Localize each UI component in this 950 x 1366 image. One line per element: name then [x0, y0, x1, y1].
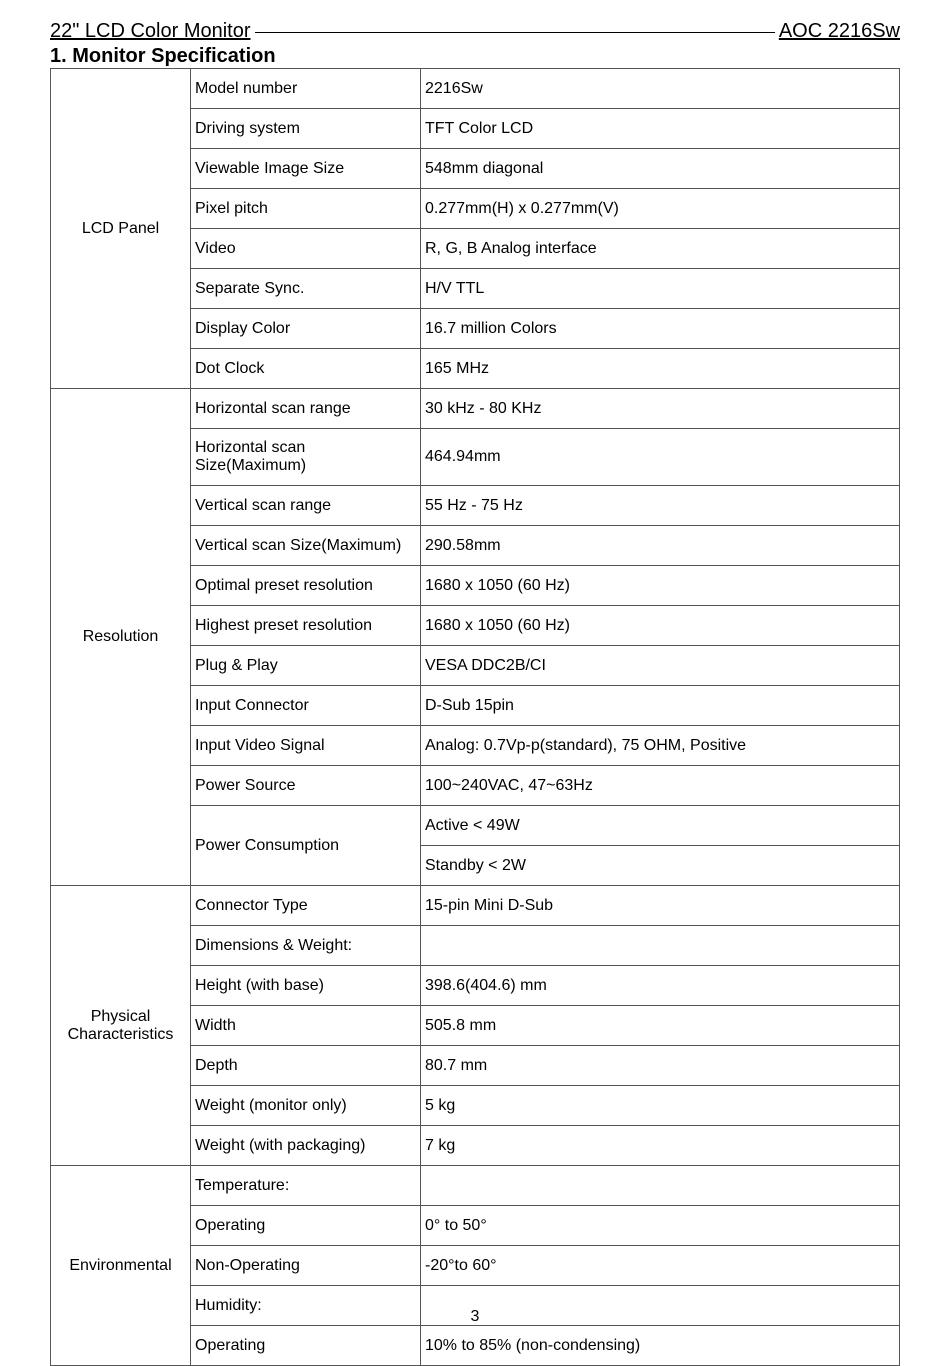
spec-value: 1680 x 1050 (60 Hz) — [421, 566, 900, 606]
spec-value: 398.6(404.6) mm — [421, 966, 900, 1006]
spec-value: 2216Sw — [421, 69, 900, 109]
spec-value: 548mm diagonal — [421, 149, 900, 189]
table-row: EnvironmentalTemperature: — [51, 1166, 900, 1206]
spec-value: 80.7 mm — [421, 1046, 900, 1086]
header-right: AOC 2216Sw — [779, 20, 900, 43]
spec-label: Power Source — [191, 766, 421, 806]
spec-label: Power Consumption — [191, 806, 421, 886]
table-row: ResolutionHorizontal scan range30 kHz - … — [51, 389, 900, 429]
spec-value: VESA DDC2B/CI — [421, 646, 900, 686]
spec-value: Standby < 2W — [421, 846, 900, 886]
spec-label: Operating — [191, 1206, 421, 1246]
spec-value: TFT Color LCD — [421, 109, 900, 149]
spec-value: H/V TTL — [421, 269, 900, 309]
spec-label: Optimal preset resolution — [191, 566, 421, 606]
spec-value: D-Sub 15pin — [421, 686, 900, 726]
spec-value: 55 Hz - 75 Hz — [421, 486, 900, 526]
spec-value: 5 kg — [421, 1086, 900, 1126]
spec-value — [421, 1166, 900, 1206]
spec-value: R, G, B Analog interface — [421, 229, 900, 269]
spec-value: 0° to 50° — [421, 1206, 900, 1246]
spec-label: Vertical scan range — [191, 486, 421, 526]
spec-label: Driving system — [191, 109, 421, 149]
spec-value: 0.277mm(H) x 0.277mm(V) — [421, 189, 900, 229]
spec-value: 30 kHz - 80 KHz — [421, 389, 900, 429]
category-cell: Environmental — [51, 1166, 191, 1366]
spec-label: Video — [191, 229, 421, 269]
spec-label: Input Connector — [191, 686, 421, 726]
spec-value: 464.94mm — [421, 429, 900, 486]
spec-value: 505.8 mm — [421, 1006, 900, 1046]
spec-label: Width — [191, 1006, 421, 1046]
spec-value: 165 MHz — [421, 349, 900, 389]
spec-value: 16.7 million Colors — [421, 309, 900, 349]
section-title: 1. Monitor Specification — [50, 45, 900, 68]
spec-value: 290.58mm — [421, 526, 900, 566]
spec-label: Non-Operating — [191, 1246, 421, 1286]
spec-label: Input Video Signal — [191, 726, 421, 766]
spec-label: Model number — [191, 69, 421, 109]
spec-value: 1680 x 1050 (60 Hz) — [421, 606, 900, 646]
spec-label: Height (with base) — [191, 966, 421, 1006]
category-cell: PhysicalCharacteristics — [51, 886, 191, 1166]
spec-value: 15-pin Mini D-Sub — [421, 886, 900, 926]
spec-value: Analog: 0.7Vp-p(standard), 75 OHM, Posit… — [421, 726, 900, 766]
spec-label: Operating — [191, 1326, 421, 1366]
spec-label: Viewable Image Size — [191, 149, 421, 189]
table-row: LCD PanelModel number2216Sw — [51, 69, 900, 109]
spec-label: Display Color — [191, 309, 421, 349]
spec-label: Temperature: — [191, 1166, 421, 1206]
spec-label: Horizontal scan Size(Maximum) — [191, 429, 421, 486]
header-divider — [255, 32, 775, 33]
page-number: 3 — [0, 1308, 950, 1326]
spec-label: Depth — [191, 1046, 421, 1086]
spec-label: Weight (with packaging) — [191, 1126, 421, 1166]
spec-label: Dot Clock — [191, 349, 421, 389]
spec-value: Active < 49W — [421, 806, 900, 846]
spec-table: LCD PanelModel number2216SwDriving syste… — [50, 68, 900, 1366]
table-row: PhysicalCharacteristicsConnector Type15-… — [51, 886, 900, 926]
category-cell: Resolution — [51, 389, 191, 886]
spec-value: -20°to 60° — [421, 1246, 900, 1286]
spec-value: 7 kg — [421, 1126, 900, 1166]
page-header: 22" LCD Color Monitor AOC 2216Sw — [50, 20, 900, 43]
spec-value: 100~240VAC, 47~63Hz — [421, 766, 900, 806]
spec-label: Dimensions & Weight: — [191, 926, 421, 966]
spec-label: Connector Type — [191, 886, 421, 926]
header-left: 22" LCD Color Monitor — [50, 20, 251, 43]
spec-value — [421, 926, 900, 966]
spec-label: Vertical scan Size(Maximum) — [191, 526, 421, 566]
spec-label: Highest preset resolution — [191, 606, 421, 646]
spec-label: Plug & Play — [191, 646, 421, 686]
category-cell: LCD Panel — [51, 69, 191, 389]
spec-label: Weight (monitor only) — [191, 1086, 421, 1126]
spec-label: Pixel pitch — [191, 189, 421, 229]
spec-label: Horizontal scan range — [191, 389, 421, 429]
spec-label: Separate Sync. — [191, 269, 421, 309]
spec-value: 10% to 85% (non-condensing) — [421, 1326, 900, 1366]
